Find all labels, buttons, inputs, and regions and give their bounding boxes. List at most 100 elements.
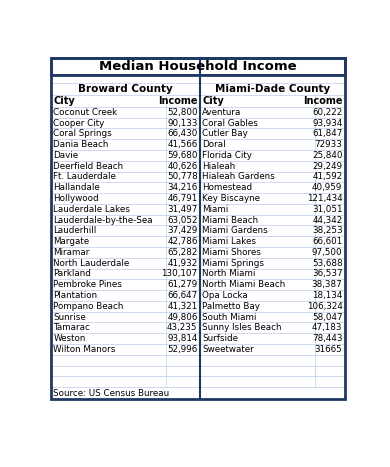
Text: 37,429: 37,429 (167, 226, 198, 235)
Text: 25,840: 25,840 (312, 151, 342, 160)
Bar (200, 387, 345, 399)
Bar (166, 290, 200, 301)
Text: North Miami Beach: North Miami Beach (202, 280, 285, 289)
Bar (51, 355, 166, 366)
Text: 97,500: 97,500 (312, 248, 342, 257)
Bar (315, 322, 345, 333)
Text: Wilton Manors: Wilton Manors (53, 345, 116, 354)
Text: 49,806: 49,806 (167, 312, 198, 322)
Bar (51, 83, 200, 95)
Bar (166, 366, 200, 376)
Bar (200, 182, 315, 193)
Text: Tamarac: Tamarac (53, 323, 90, 333)
Text: Plantation: Plantation (53, 291, 98, 300)
Bar (51, 226, 166, 236)
Bar (51, 247, 166, 258)
Bar (315, 128, 345, 139)
Bar (51, 290, 166, 301)
Text: Dania Beach: Dania Beach (53, 140, 109, 149)
Text: Lauderdale-by-the-Sea: Lauderdale-by-the-Sea (53, 216, 153, 225)
Bar (166, 215, 200, 226)
Bar (166, 333, 200, 344)
Bar (200, 107, 315, 118)
Bar (51, 258, 166, 269)
Bar (315, 118, 345, 128)
Bar (315, 193, 345, 204)
Text: Cutler Bay: Cutler Bay (202, 129, 248, 138)
Text: 58,047: 58,047 (312, 312, 342, 322)
Bar (315, 204, 345, 215)
Bar (315, 333, 345, 344)
Bar (315, 344, 345, 355)
Bar (315, 95, 345, 107)
Text: 72933: 72933 (315, 140, 342, 149)
Text: 34,216: 34,216 (167, 183, 198, 192)
Bar (166, 322, 200, 333)
Text: City: City (202, 96, 224, 106)
Bar (51, 118, 166, 128)
Bar (315, 182, 345, 193)
Bar (166, 344, 200, 355)
Bar (166, 139, 200, 150)
Text: Margate: Margate (53, 237, 90, 246)
Bar (51, 344, 166, 355)
Bar (166, 236, 200, 247)
Text: 61,847: 61,847 (312, 129, 342, 138)
Text: 66,430: 66,430 (167, 129, 198, 138)
Bar (166, 226, 200, 236)
Bar (166, 107, 200, 118)
Bar (51, 204, 166, 215)
Text: 46,791: 46,791 (167, 194, 198, 203)
Bar (51, 150, 166, 161)
Bar (315, 279, 345, 290)
Bar (166, 355, 200, 366)
Bar (315, 161, 345, 171)
Bar (315, 269, 345, 279)
Bar (315, 171, 345, 182)
Text: 41,321: 41,321 (167, 302, 198, 311)
Text: Homestead: Homestead (202, 183, 252, 192)
Bar (51, 366, 166, 376)
Bar (315, 355, 345, 366)
Bar (51, 171, 166, 182)
Text: Median Household Income: Median Household Income (99, 60, 297, 73)
Bar (315, 107, 345, 118)
Bar (166, 269, 200, 279)
Text: 38,387: 38,387 (312, 280, 342, 289)
Bar (51, 182, 166, 193)
Bar (200, 333, 315, 344)
Text: 52,800: 52,800 (167, 108, 198, 117)
Bar (315, 247, 345, 258)
Text: 106,324: 106,324 (307, 302, 342, 311)
Text: 61,279: 61,279 (167, 280, 198, 289)
Text: Lauderhill: Lauderhill (53, 226, 97, 235)
Bar (200, 150, 315, 161)
Text: Surfside: Surfside (202, 334, 238, 343)
Text: 40,959: 40,959 (312, 183, 342, 192)
Bar (166, 311, 200, 322)
Text: Aventura: Aventura (202, 108, 241, 117)
Bar (200, 258, 315, 269)
Bar (315, 215, 345, 226)
Text: 63,052: 63,052 (167, 216, 198, 225)
Text: Florida City: Florida City (202, 151, 252, 160)
Bar (315, 139, 345, 150)
Bar (200, 128, 315, 139)
Text: 47,183: 47,183 (312, 323, 342, 333)
Bar (51, 301, 166, 311)
Text: 31,051: 31,051 (312, 205, 342, 214)
Text: 36,537: 36,537 (312, 269, 342, 278)
Bar (315, 258, 345, 269)
Bar (200, 95, 315, 107)
Bar (51, 75, 200, 83)
Text: 53,688: 53,688 (312, 259, 342, 268)
Text: 40,626: 40,626 (167, 162, 198, 170)
Bar (51, 236, 166, 247)
Bar (315, 290, 345, 301)
Bar (51, 311, 166, 322)
Text: 41,566: 41,566 (167, 140, 198, 149)
Text: Miami: Miami (202, 205, 229, 214)
Bar (166, 161, 200, 171)
Text: 130,107: 130,107 (161, 269, 198, 278)
Bar (166, 128, 200, 139)
